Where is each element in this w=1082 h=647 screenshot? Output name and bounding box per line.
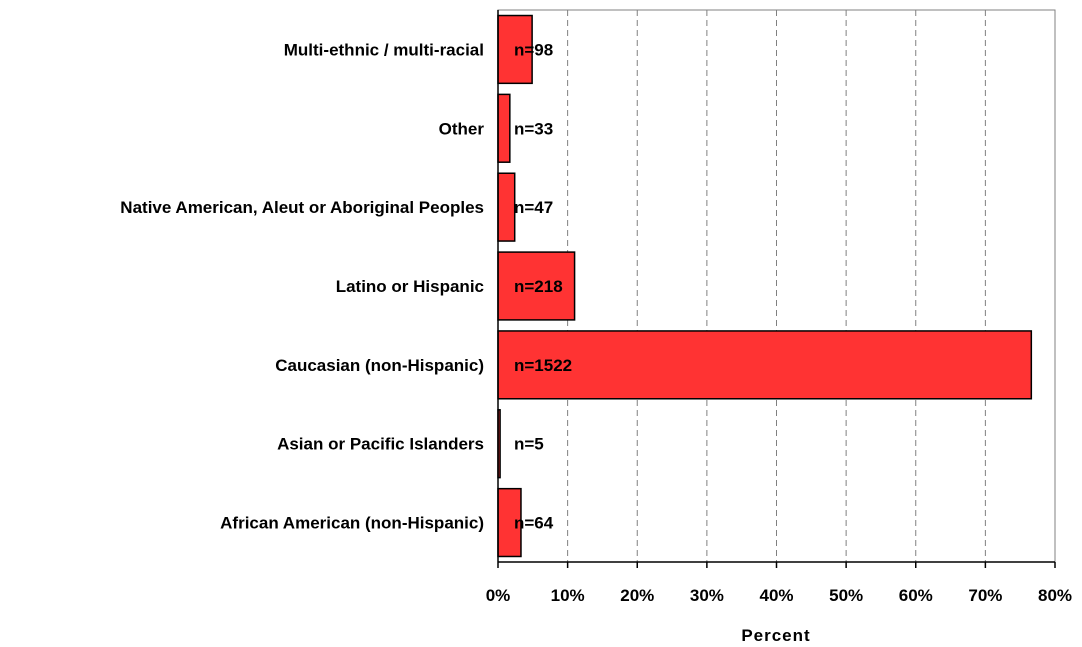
n-label: n=5 xyxy=(514,435,544,454)
category-label: Native American, Aleut or Aboriginal Peo… xyxy=(120,198,484,217)
n-label: n=1522 xyxy=(514,356,572,375)
bar xyxy=(497,93,511,163)
category-label: Other xyxy=(439,119,485,138)
bar xyxy=(497,14,533,85)
bar xyxy=(497,330,1033,400)
x-tick-label: 70% xyxy=(968,586,1002,605)
x-tick-label: 20% xyxy=(620,586,654,605)
x-tick-label: 30% xyxy=(690,586,724,605)
category-label: Caucasian (non-Hispanic) xyxy=(275,356,484,375)
n-labels: n=98 n=33 n=47 n=218 n=1522 n=5 n=64 xyxy=(514,40,572,532)
n-label: n=98 xyxy=(514,40,553,59)
x-tick-label: 50% xyxy=(829,586,863,605)
n-label: n=47 xyxy=(514,198,553,217)
grid-lines xyxy=(567,10,986,562)
n-label: n=218 xyxy=(514,277,563,296)
category-label: Asian or Pacific Islanders xyxy=(277,435,484,454)
bars xyxy=(497,14,1033,558)
category-label: African American (non-Hispanic) xyxy=(220,514,484,533)
x-tick-label: 40% xyxy=(759,586,793,605)
category-label: Latino or Hispanic xyxy=(336,277,484,296)
x-tick-label: 0% xyxy=(486,586,511,605)
bar xyxy=(497,172,516,242)
bar xyxy=(497,251,576,321)
n-label: n=33 xyxy=(514,119,553,138)
category-label: Multi-ethnic / multi-racial xyxy=(284,40,484,59)
x-tick-label: 60% xyxy=(899,586,933,605)
n-label: n=64 xyxy=(514,514,554,533)
x-axis-title: Percent xyxy=(741,626,810,645)
category-labels: Multi-ethnic / multi-racial Other Native A… xyxy=(120,40,484,532)
x-ticks: 0% 10% 20% 30% 40% 50% 60% 70% 80% xyxy=(486,562,1072,605)
x-tick-label: 10% xyxy=(551,586,585,605)
x-tick-label: 80% xyxy=(1038,586,1072,605)
